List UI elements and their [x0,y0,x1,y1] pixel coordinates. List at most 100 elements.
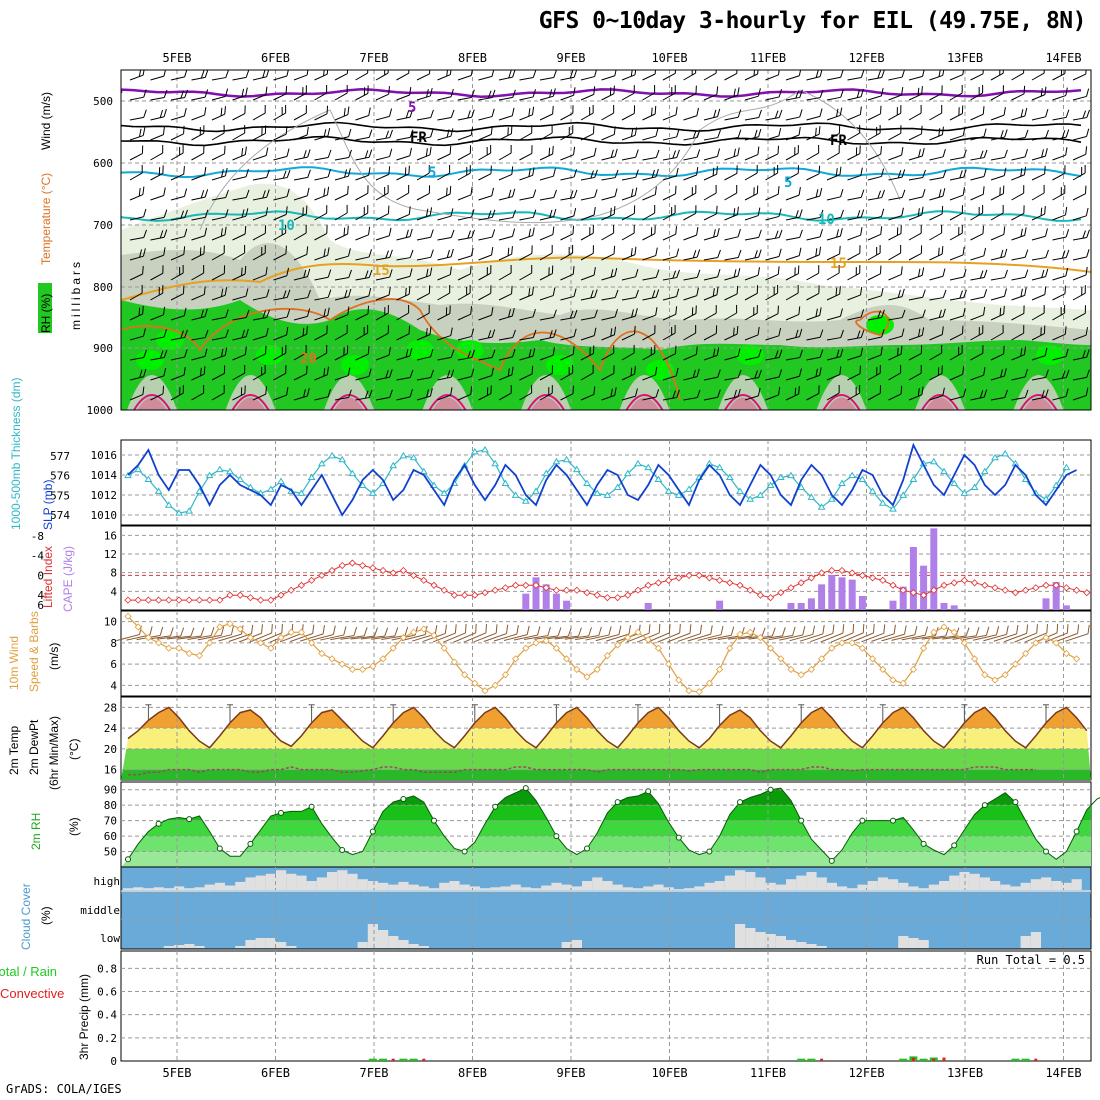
barb-shaft [252,232,266,241]
wind-barb [970,204,984,221]
barb-flag [654,345,656,354]
li-point [848,569,856,577]
cloud-high-bar [1071,879,1082,890]
wind-barb [437,369,455,381]
barb-flag [901,328,905,337]
barb-flag [142,70,146,76]
barb-flag [511,366,514,375]
wind-barb [970,325,984,341]
wind-barb [744,387,761,401]
wind-barb [437,185,452,201]
li-point [552,586,560,594]
barb-flag [347,367,351,376]
barb-shaft [416,116,431,121]
barb-shaft [970,314,984,321]
barb-shaft [826,356,841,361]
barb-shaft [642,255,656,261]
cloud-high-bar [673,889,684,890]
barb-flag [569,310,574,319]
barb-flag [224,106,226,115]
barb-flag [879,244,881,254]
barb-flag [979,270,984,279]
barb-shaft [355,192,369,201]
li-point [624,591,632,599]
rh-dry-core [235,397,266,410]
barb-flag [142,328,146,337]
cloud-low-bar [265,938,276,948]
wind10m-barb [1065,624,1090,642]
wind-barb [273,387,289,401]
barb-shaft [847,175,861,181]
wind-barb [478,70,495,81]
barb-flag [1002,185,1005,194]
li-point [1022,586,1030,594]
cloud-high-bar [898,882,909,890]
wind-barb [150,247,166,261]
wind-barb [191,166,207,181]
wind-barb [683,70,697,81]
cloud-high-bar [735,870,746,890]
barb-shaft [642,157,657,161]
wind-speed-point [787,665,795,674]
barb-shaft [765,292,778,301]
wind-barb [867,87,884,101]
barb-shaft [170,236,185,241]
barb-shaft [211,77,226,81]
wind-barb [129,89,147,101]
wind-barb [1031,268,1049,281]
wind-barb [150,70,167,81]
barb-shaft [416,192,430,201]
barb-flag [633,205,636,214]
wind-barb [498,166,514,181]
barb-flag [368,269,373,278]
li-point [175,596,183,604]
wind-barb [1072,164,1086,181]
wind-speed-point [1052,639,1060,647]
wind-speed-point [991,676,999,684]
barb-flag [363,326,365,336]
barb-shaft [191,132,205,141]
contour-freezing [121,121,1082,133]
barb-flag [141,145,144,154]
cloud-high-bar [888,879,899,890]
barb-flag [840,70,844,78]
wind-barb [888,70,906,81]
temp-label: Temperature (°C) [39,173,53,265]
li-point [399,566,407,575]
barb-flag [389,249,393,258]
barb-shaft [867,273,881,281]
wind-barb [662,288,680,301]
barb-flag [900,364,902,374]
barb-shaft [232,233,246,241]
barb-flag [141,284,143,294]
barb-shaft [416,334,431,341]
date-label-bottom: 9FEB [557,1066,586,1080]
barb-flag [281,226,283,236]
barb-shaft [724,192,737,201]
barb-shaft [273,296,288,301]
barb-shaft [252,176,267,181]
barb-flag [715,70,717,74]
cloud-low-bar [388,936,399,948]
wind-speed-point [930,628,938,636]
barb-flag [778,70,781,75]
thickness-point [358,481,367,488]
barb-flag [737,348,741,357]
cloud-low-bar [561,942,572,948]
cloud-high-bar [449,881,460,890]
barb-shaft [375,396,390,401]
barb-flag [713,229,716,238]
barb-flag [573,207,577,217]
wind-barb [929,224,943,241]
barb-flag [860,70,865,78]
barb-shaft [929,373,943,381]
barb-flag [635,388,638,397]
barb-flag [876,246,878,256]
li-point [287,586,295,594]
wind-barb [1011,269,1029,281]
wind-barb [273,70,290,81]
barb-flag [158,167,161,176]
wind-barb [150,385,165,401]
thickness-point [909,475,918,483]
